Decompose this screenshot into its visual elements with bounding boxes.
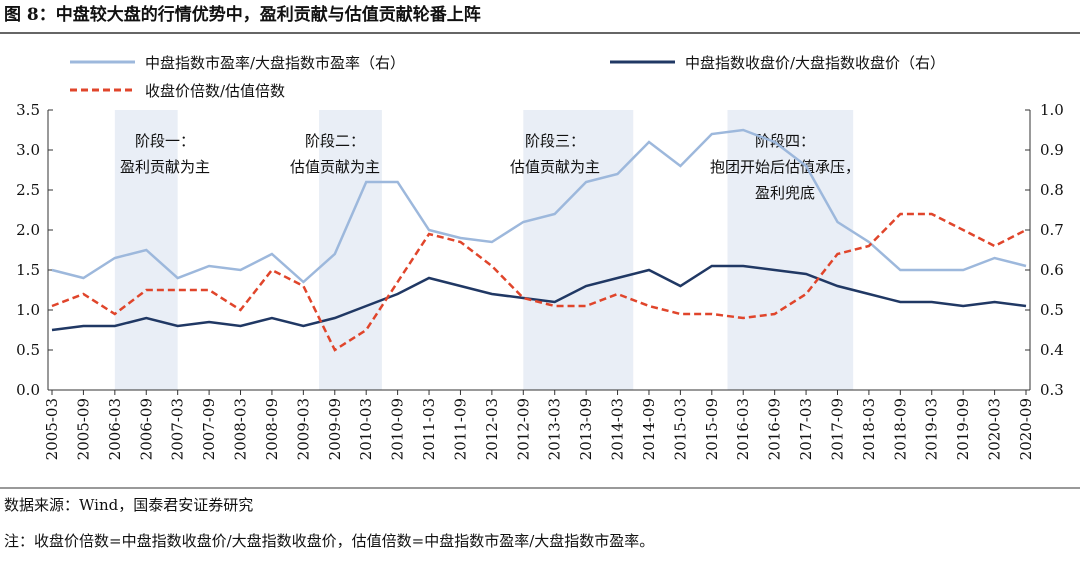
y2-tick-label: 1.0	[1040, 101, 1064, 119]
chart-title: 图 8：中盘较大盘的行情优势中，盈利贡献与估值贡献轮番上阵	[4, 4, 481, 25]
x-tick-label: 2020-03	[986, 398, 1004, 460]
x-tick-label: 2014-09	[640, 398, 658, 460]
x-tick-label: 2011-03	[420, 398, 438, 460]
x-tick-label: 2009-03	[294, 398, 312, 460]
y-tick-label: 1.5	[16, 261, 40, 279]
y-tick-label: 1.0	[16, 301, 40, 319]
x-tick-label: 2006-09	[137, 398, 155, 460]
y2-tick-label: 0.3	[1040, 381, 1064, 399]
y-tick-label: 3.5	[16, 101, 40, 119]
x-tick-label: 2018-09	[891, 398, 909, 460]
y2-tick-label: 0.9	[1040, 141, 1064, 159]
stage-label: 阶段四：	[755, 132, 815, 150]
source: 数据来源：Wind，国泰君安证券研究	[4, 496, 253, 514]
x-tick-label: 2020-09	[1017, 398, 1035, 460]
y2-tick-label: 0.6	[1040, 261, 1064, 279]
x-tick-label: 2005-03	[43, 398, 61, 460]
x-tick-label: 2010-03	[357, 398, 375, 460]
x-tick-label: 2006-03	[106, 398, 124, 460]
x-tick-label: 2010-09	[389, 398, 407, 460]
x-tick-label: 2005-09	[74, 398, 92, 460]
legend-label: 中盘指数收盘价/大盘指数收盘价（右）	[685, 54, 945, 72]
x-tick-label: 2019-03	[923, 398, 941, 460]
x-tick-label: 2013-03	[546, 398, 564, 460]
x-tick-label: 2012-09	[514, 398, 532, 460]
stage-band	[727, 110, 854, 390]
stage-label: 抱团开始后估值承压，	[710, 158, 860, 176]
x-tick-label: 2008-09	[263, 398, 281, 460]
y2-tick-label: 0.4	[1040, 341, 1064, 359]
y2-tick-label: 0.8	[1040, 181, 1064, 199]
x-tick-label: 2015-09	[703, 398, 721, 460]
y-tick-label: 0.5	[16, 341, 40, 359]
x-tick-label: 2011-09	[451, 398, 469, 460]
stage-label: 盈利兜底	[755, 184, 815, 202]
x-tick-label: 2016-03	[734, 398, 752, 460]
x-tick-label: 2015-03	[671, 398, 689, 460]
y2-tick-label: 0.5	[1040, 301, 1064, 319]
x-tick-label: 2019-09	[954, 398, 972, 460]
note: 注：收盘价倍数=中盘指数收盘价/大盘指数收盘价，估值倍数=中盘指数市盈率/大盘指…	[4, 532, 654, 550]
series-line	[51, 264, 1027, 332]
series-line	[51, 212, 1027, 352]
x-tick-label: 2007-03	[169, 398, 187, 460]
series-line	[51, 128, 1027, 284]
y-tick-label: 2.0	[16, 221, 40, 239]
x-tick-label: 2017-03	[797, 398, 815, 460]
stage-band	[319, 110, 382, 390]
y-tick-label: 2.5	[16, 181, 40, 199]
stage-label: 估值贡献为主	[510, 158, 600, 176]
x-tick-label: 2008-03	[232, 398, 250, 460]
stage-label: 阶段二：	[305, 132, 365, 150]
legend-label: 收盘价倍数/估值倍数	[145, 82, 285, 100]
legend-label: 中盘指数市盈率/大盘指数市盈率（右）	[145, 54, 405, 72]
stage-label: 估值贡献为主	[290, 158, 380, 176]
y2-tick-label: 0.7	[1040, 221, 1064, 239]
stage-label: 阶段一：	[135, 132, 195, 150]
stage-label: 阶段三：	[525, 132, 585, 150]
stage-band	[523, 110, 634, 390]
x-tick-label: 2014-03	[609, 398, 627, 460]
x-tick-label: 2016-09	[766, 398, 784, 460]
x-tick-label: 2012-03	[483, 398, 501, 460]
x-tick-label: 2013-09	[577, 398, 595, 460]
y-tick-label: 3.0	[16, 141, 40, 159]
y-tick-label: 0.0	[16, 381, 40, 399]
stage-label: 盈利贡献为主	[120, 158, 210, 176]
x-tick-label: 2018-03	[860, 398, 878, 460]
x-tick-label: 2017-09	[828, 398, 846, 460]
x-tick-label: 2009-09	[326, 398, 344, 460]
x-tick-label: 2007-09	[200, 398, 218, 460]
